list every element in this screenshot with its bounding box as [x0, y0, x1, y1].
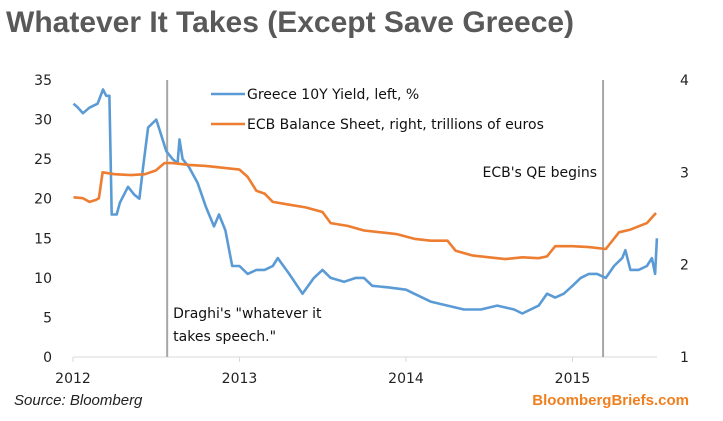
- y-left-tick-label: 35: [34, 73, 52, 89]
- chart-title: Whatever It Takes (Except Save Greece): [6, 6, 575, 39]
- legend-label: ECB Balance Sheet, right, trillions of e…: [247, 117, 544, 133]
- series-line-ecb-balance-sheet: [73, 161, 657, 261]
- brand-logo-text: BloombergBriefs.com: [532, 392, 689, 409]
- y-left-tick-label: 25: [34, 152, 52, 168]
- y-left-tick-label: 15: [34, 231, 52, 247]
- x-tick-label: 2015: [555, 371, 591, 387]
- series-line-greece-yield: [72, 88, 659, 315]
- y-left-tick-label: 30: [34, 113, 52, 129]
- y-left-tick-label: 0: [43, 350, 52, 366]
- y-left-tick-label: 5: [43, 310, 52, 326]
- y-left-tick-label: 10: [34, 271, 52, 287]
- x-tick-label: 2014: [388, 371, 424, 387]
- y-left-tick-label: 20: [34, 192, 52, 208]
- annotation-text: Draghi's "whatever it: [173, 306, 322, 322]
- x-tick-label: 2012: [55, 371, 91, 387]
- annotation-text: takes speech.": [173, 329, 276, 345]
- y-right-tick-label: 4: [680, 73, 689, 89]
- legend-label: Greece 10Y Yield, left, %: [247, 87, 419, 103]
- source-note: Source: Bloomberg: [14, 392, 143, 409]
- x-tick-label: 2013: [222, 371, 258, 387]
- y-right-tick-label: 1: [680, 350, 689, 366]
- y-right-tick-label: 3: [680, 165, 689, 181]
- y-right-tick-label: 2: [680, 258, 689, 274]
- annotation-text: ECB's QE begins: [482, 165, 597, 181]
